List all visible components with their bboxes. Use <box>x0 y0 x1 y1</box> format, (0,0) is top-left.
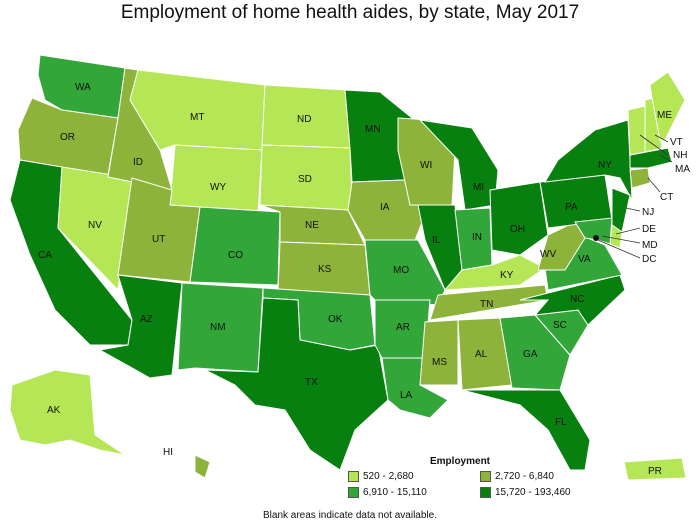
label-VT: VT <box>670 137 683 148</box>
label-GA: GA <box>523 349 538 360</box>
legend-title: Employment <box>430 456 491 467</box>
legend-label-4: 15,720 - 193,460 <box>495 486 571 498</box>
label-HI: HI <box>163 447 173 458</box>
legend-swatch-2 <box>480 470 491 482</box>
label-LA: LA <box>400 390 413 401</box>
label-DC: DC <box>642 254 656 265</box>
legend-swatch-1 <box>348 470 359 482</box>
state-AK[interactable] <box>9 369 126 456</box>
label-AL: AL <box>475 349 488 360</box>
label-NH: NH <box>673 150 687 161</box>
label-NV: NV <box>88 220 102 231</box>
label-CA: CA <box>38 250 52 261</box>
state-PR[interactable] <box>623 457 687 481</box>
state-AZ[interactable] <box>98 274 183 379</box>
label-WV: WV <box>540 249 556 260</box>
label-PA: PA <box>565 202 578 213</box>
state-VT[interactable] <box>627 105 646 156</box>
legend-label-1: 520 - 2,680 <box>363 470 414 482</box>
state-OH[interactable] <box>489 181 549 256</box>
state-WY[interactable] <box>169 144 263 213</box>
label-NM: NM <box>210 322 226 333</box>
state-NY[interactable] <box>544 119 633 201</box>
state-NJ[interactable] <box>611 187 631 233</box>
label-ME: ME <box>657 110 672 121</box>
state-GA[interactable] <box>499 314 571 391</box>
label-PR: PR <box>648 466 662 477</box>
label-IN: IN <box>472 232 482 243</box>
state-KY[interactable] <box>443 254 546 291</box>
footnote: Blank areas indicate data not available. <box>262 510 437 521</box>
label-MD: MD <box>642 240 658 251</box>
label-AZ: AZ <box>140 314 153 325</box>
label-ND: ND <box>297 114 311 125</box>
state-NM[interactable] <box>177 282 264 373</box>
label-AR: AR <box>396 322 410 333</box>
label-WY: WY <box>210 182 226 193</box>
label-FL: FL <box>555 417 567 428</box>
label-KS: KS <box>318 264 332 275</box>
label-OK: OK <box>328 314 343 325</box>
label-KY: KY <box>500 270 514 281</box>
label-OR: OR <box>60 132 75 143</box>
state-CO[interactable] <box>189 206 281 286</box>
state-MD[interactable] <box>574 217 613 245</box>
label-WI: WI <box>420 160 432 171</box>
label-CO: CO <box>228 250 243 261</box>
label-AK: AK <box>47 405 61 416</box>
label-IL: IL <box>432 235 441 246</box>
label-TX: TX <box>305 377 318 388</box>
label-CT: CT <box>660 192 673 203</box>
label-VA: VA <box>578 254 591 265</box>
label-MI: MI <box>473 182 484 193</box>
legend-swatch-3 <box>348 486 359 498</box>
label-NJ: NJ <box>642 207 654 218</box>
dc-marker <box>593 235 599 241</box>
label-MA: MA <box>675 164 690 175</box>
map-title: Employment of home health aides, by stat… <box>120 2 580 23</box>
label-MO: MO <box>393 265 409 276</box>
label-ID: ID <box>133 157 143 168</box>
legend-label-3: 6,910 - 15,110 <box>363 486 427 498</box>
legend-item-2: 2,720 - 6,840 <box>480 470 554 482</box>
label-WA: WA <box>75 82 91 93</box>
label-IA: IA <box>380 202 390 213</box>
state-labels: WA OR CA NV ID MT WY UT AZ CO NM ND SD N… <box>38 82 690 477</box>
state-MS[interactable] <box>419 319 459 386</box>
legend-item-1: 520 - 2,680 <box>348 470 414 482</box>
leader-lines <box>597 134 673 259</box>
legend-item-4: 15,720 - 193,460 <box>480 486 571 498</box>
legend-item-3: 6,910 - 15,110 <box>348 486 427 498</box>
label-MT: MT <box>190 112 204 123</box>
state-CT[interactable] <box>629 167 651 189</box>
legend-label-2: 2,720 - 6,840 <box>495 470 554 482</box>
label-NC: NC <box>570 294 584 305</box>
label-NY: NY <box>598 160 612 171</box>
state-FL[interactable] <box>461 389 591 471</box>
label-NE: NE <box>305 220 319 231</box>
label-OH: OH <box>510 224 525 235</box>
label-SD: SD <box>298 174 312 185</box>
label-DE: DE <box>642 224 656 235</box>
label-MN: MN <box>365 124 381 135</box>
label-SC: SC <box>553 320 567 331</box>
state-HI[interactable] <box>194 454 211 479</box>
state-TX[interactable] <box>204 297 389 471</box>
state-MA[interactable] <box>629 147 673 169</box>
label-TN: TN <box>480 299 493 310</box>
label-MS: MS <box>432 357 447 368</box>
state-NC[interactable] <box>519 274 626 326</box>
legend-swatch-4 <box>480 486 491 498</box>
label-UT: UT <box>152 234 165 245</box>
